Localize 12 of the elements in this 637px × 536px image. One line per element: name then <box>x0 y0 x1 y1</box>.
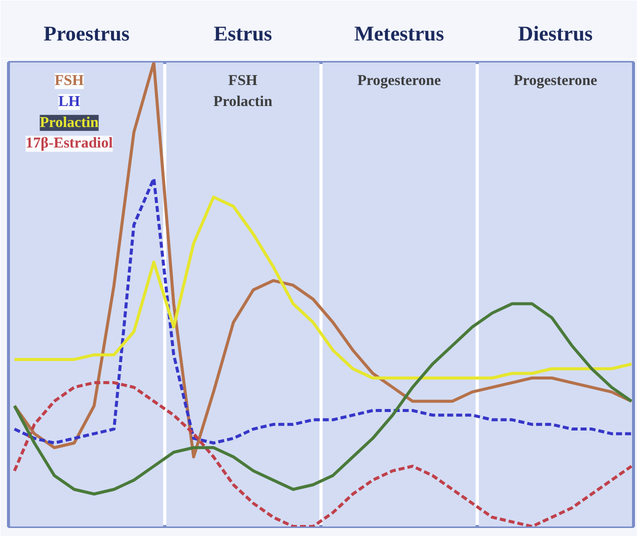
annotation: Progesterone <box>514 73 598 90</box>
text: Proestrus <box>44 21 130 46</box>
text: Metestrus <box>354 21 444 46</box>
annotation: Progesterone <box>357 73 442 90</box>
text: Estrus <box>214 21 272 46</box>
annotation: FSH <box>228 73 258 90</box>
text: LH <box>58 94 80 110</box>
text: Diestrus <box>518 21 593 46</box>
annotation: Prolactin <box>213 94 273 110</box>
text: Prolactin <box>40 114 100 131</box>
text: FSH <box>54 73 84 90</box>
text: 17β-Estradiol <box>26 136 113 152</box>
